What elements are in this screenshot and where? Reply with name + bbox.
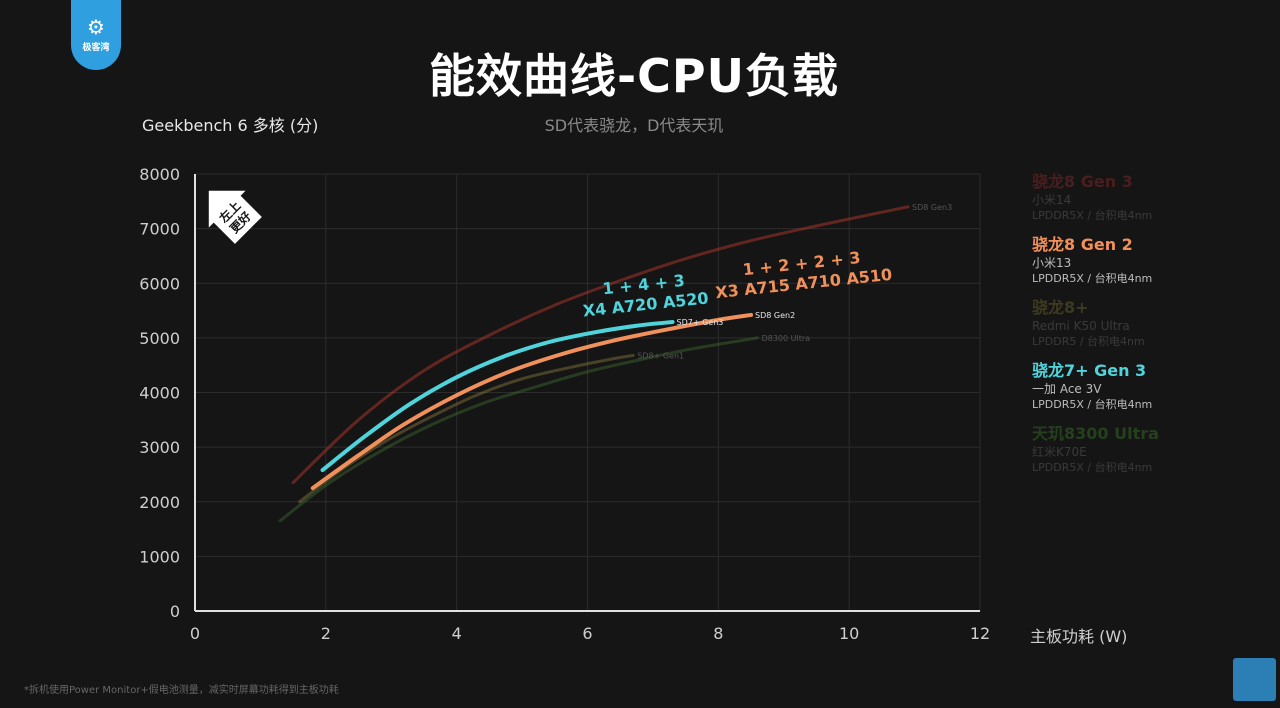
legend-chip-name: 骁龙8 Gen 3 (1032, 172, 1133, 191)
x-tick-label: 6 (582, 624, 592, 643)
x-tick-label: 2 (321, 624, 331, 643)
legend-memory: LPDDR5X / 台积电4nm (1032, 461, 1153, 474)
legend-item: 骁龙7+ Gen 3 一加 Ace 3V LPDDR5X / 台积电4nm (1032, 361, 1232, 424)
core-annotation: 1 + 4 + 3X4 A720 A520 (582, 271, 709, 321)
y-axis-label: Geekbench 6 多核 (分) (142, 116, 319, 135)
series-end-label: SD8 Gen2 (755, 311, 795, 320)
page-title: 能效曲线-CPU负载 (429, 49, 839, 103)
x-tick-label: 0 (190, 624, 200, 643)
legend-item: 骁龙8 Gen 3 小米14 LPDDR5X / 台积电4nm (1032, 172, 1232, 235)
x-axis-label: 主板功耗 (W) (1030, 627, 1128, 646)
legend-chip-name: 天玑8300 Ultra (1032, 424, 1159, 443)
series-line (298, 353, 635, 504)
legend-chip-name: 骁龙8 Gen 2 (1032, 235, 1133, 254)
series-end-label: SD7+ Gen3 (677, 318, 724, 327)
legend-item: 天玑8300 Ultra 红米K70E LPDDR5X / 台积电4nm (1032, 424, 1232, 487)
legend-phone: 一加 Ace 3V (1032, 382, 1102, 396)
legend-memory: LPDDR5 / 台积电4nm (1032, 335, 1145, 348)
series-line (320, 320, 675, 473)
chart-subtitle: SD代表骁龙，D代表天玑 (544, 116, 724, 135)
y-tick-label: 6000 (139, 274, 180, 293)
core-annotation: 1 + 2 + 2 + 3X3 A715 A710 A510 (714, 248, 893, 302)
footnote: *拆机使用Power Monitor+假电池测量，减实时屏幕功耗得到主板功耗 (24, 685, 339, 696)
legend-memory: LPDDR5X / 台积电4nm (1032, 398, 1153, 411)
brand-logo: ⚙ 极客湾 (71, 0, 121, 70)
legend-chip-name: 骁龙7+ Gen 3 (1032, 361, 1147, 380)
series-line (291, 205, 910, 485)
y-tick-label: 2000 (139, 493, 180, 512)
better-badge: 左上 更好 (208, 190, 262, 244)
logo-text: 极客湾 (82, 43, 110, 53)
x-tick-label: 10 (839, 624, 859, 643)
x-tick-label: 4 (452, 624, 462, 643)
x-tick-label: 12 (970, 624, 990, 643)
corner-logo (1233, 658, 1276, 701)
legend-item: 骁龙8+ Redmi K50 Ultra LPDDR5 / 台积电4nm (1032, 298, 1232, 361)
series-end-label: SD8+ Gen1 (637, 351, 684, 360)
legend-phone: Redmi K50 Ultra (1032, 319, 1130, 333)
legend-phone: 红米K70E (1032, 445, 1087, 459)
legend-item: 骁龙8 Gen 2 小米13 LPDDR5X / 台积电4nm (1032, 235, 1232, 298)
series-line (278, 336, 760, 523)
y-tick-label: 3000 (139, 438, 180, 457)
y-tick-label: 5000 (139, 329, 180, 348)
legend-memory: LPDDR5X / 台积电4nm (1032, 272, 1153, 285)
legend: 骁龙8 Gen 3 小米14 LPDDR5X / 台积电4nm 骁龙8 Gen … (1032, 172, 1232, 487)
y-tick-label: 7000 (139, 220, 180, 239)
y-tick-label: 8000 (139, 165, 180, 184)
y-tick-label: 1000 (139, 547, 180, 566)
series-end-label: D8300 Ultra (762, 334, 811, 343)
gear-monitor-icon: ⚙ (87, 15, 105, 39)
x-tick-label: 8 (713, 624, 723, 643)
y-tick-label: 0 (170, 602, 180, 621)
legend-memory: LPDDR5X / 台积电4nm (1032, 209, 1153, 222)
legend-phone: 小米14 (1032, 193, 1072, 207)
series-line (310, 312, 754, 491)
legend-phone: 小米13 (1032, 256, 1072, 270)
legend-chip-name: 骁龙8+ (1032, 298, 1089, 317)
series-end-label: SD8 Gen3 (912, 203, 952, 212)
y-tick-label: 4000 (139, 384, 180, 403)
